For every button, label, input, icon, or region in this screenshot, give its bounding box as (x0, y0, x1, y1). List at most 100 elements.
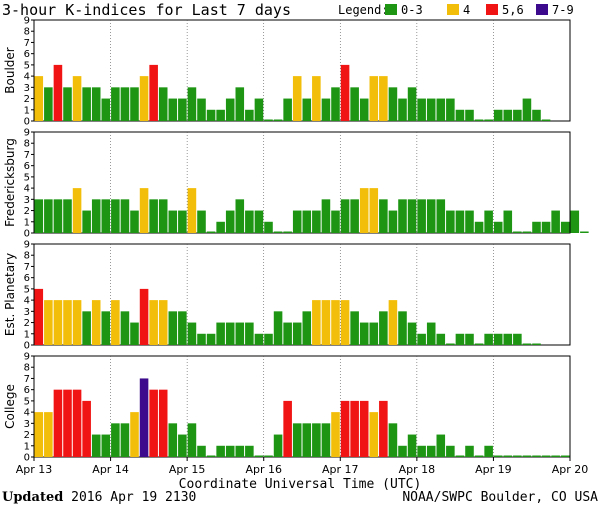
k-bar (168, 98, 178, 121)
k-bar (350, 400, 359, 457)
k-bar (350, 311, 359, 345)
k-bar (331, 87, 340, 121)
y-tick-label: 9 (24, 240, 30, 251)
k-bar (91, 434, 101, 457)
k-bar (178, 311, 187, 345)
k-bar (302, 311, 312, 345)
k-bar (436, 199, 446, 233)
x-tick-label: Apr 17 (322, 463, 359, 476)
k-bar (44, 412, 53, 457)
legend-swatch-2 (486, 4, 498, 15)
k-bar (235, 322, 245, 345)
k-bar (369, 412, 379, 457)
y-tick-label: 7 (24, 150, 30, 161)
k-bar (168, 210, 178, 233)
k-bar (465, 445, 474, 457)
k-bar (321, 98, 331, 121)
y-tick-label: 4 (24, 72, 30, 83)
k-bar (206, 455, 216, 457)
k-bar (34, 288, 44, 345)
k-bar (302, 210, 312, 233)
k-bar (417, 445, 426, 457)
k-bar (120, 199, 130, 233)
k-bar (101, 311, 111, 345)
footer-source: NOAA/SWPC Boulder, CO USA (402, 490, 598, 505)
k-bar (292, 76, 302, 121)
k-bar (149, 199, 158, 233)
k-bar (225, 98, 235, 121)
k-bar (321, 423, 331, 457)
y-tick-label: 0 (24, 341, 30, 352)
k-bar (513, 231, 522, 233)
y-tick-label: 1 (24, 329, 30, 340)
k-bar (388, 87, 398, 121)
y-tick-label: 3 (24, 307, 30, 318)
legend-swatch-1 (447, 4, 459, 15)
k-bar (513, 109, 522, 121)
y-tick-label: 8 (24, 251, 30, 262)
k-bar (426, 445, 436, 457)
k-bar (302, 98, 312, 121)
k-bar (187, 188, 197, 233)
k-bar (417, 333, 426, 345)
k-bar (379, 199, 388, 233)
k-bar (493, 333, 503, 345)
legend-label: Legend: (338, 3, 389, 17)
k-bar (158, 199, 168, 233)
k-bar (455, 333, 465, 345)
k-bar (187, 423, 197, 457)
k-bar (340, 199, 350, 233)
k-bar (235, 445, 245, 457)
k-bar (273, 311, 283, 345)
k-bar (91, 87, 101, 121)
k-bar (72, 76, 82, 121)
k-bar (340, 64, 350, 121)
k-bar (580, 231, 589, 233)
k-bar (245, 210, 254, 233)
chart-title: 3-hour K-indices for Last 7 days (2, 1, 291, 19)
k-bar (254, 455, 264, 457)
k-bar (130, 210, 139, 233)
y-tick-label: 0 (24, 229, 30, 240)
k-bar (44, 199, 53, 233)
k-bar (446, 210, 455, 233)
y-tick-label: 6 (24, 273, 30, 284)
footer-updated: Updated 2016 Apr 19 2130 (2, 490, 196, 505)
y-tick-label: 3 (24, 195, 30, 206)
k-bar (302, 423, 312, 457)
k-bar (283, 231, 292, 233)
k-bar (82, 311, 91, 345)
y-tick-label: 7 (24, 38, 30, 49)
y-tick-label: 3 (24, 419, 30, 430)
y-tick-label: 0 (24, 117, 30, 128)
k-bar (111, 423, 120, 457)
k-bar (139, 288, 149, 345)
k-bar (158, 389, 168, 457)
x-tick-label: Apr 14 (92, 463, 129, 476)
k-bar (187, 322, 197, 345)
k-bar (283, 400, 292, 457)
k-bar (168, 423, 178, 457)
k-bar (63, 87, 72, 121)
x-tick-label: Apr 15 (169, 463, 206, 476)
k-bar (254, 333, 264, 345)
k-bar (369, 322, 379, 345)
k-bar (446, 343, 455, 345)
k-bar (44, 87, 53, 121)
k-bar (398, 311, 407, 345)
y-tick-label: 4 (24, 184, 30, 195)
k-bar (541, 221, 551, 233)
k-bar (206, 231, 216, 233)
k-bar (197, 210, 206, 233)
k-bar (34, 412, 44, 457)
y-tick-label: 5 (24, 284, 30, 295)
k-bar (82, 210, 91, 233)
k-bar (560, 221, 570, 233)
k-bar (532, 455, 541, 457)
k-bar (264, 221, 273, 233)
k-bar (178, 434, 187, 457)
k-bar (407, 199, 417, 233)
k-bar (273, 231, 283, 233)
k-bar (139, 76, 149, 121)
